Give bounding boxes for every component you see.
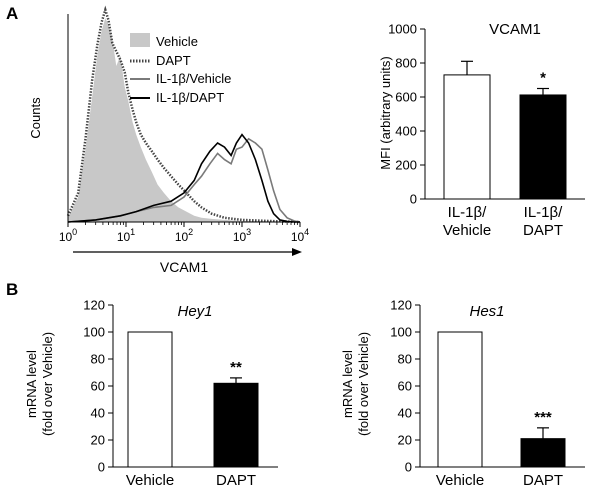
hey1-bar: [213, 382, 259, 468]
hey1-category-label: Vehicle: [126, 472, 174, 489]
hes1-y-tick-label: 20: [398, 433, 412, 448]
histogram-legend: Vehicle DAPT IL-1β/Vehicle IL-1β/DAPT: [130, 33, 231, 105]
vcam1-y-tick-label: 200: [395, 158, 417, 173]
vcam1-y-tick-label: 0: [410, 192, 417, 207]
histogram-x-tick-label: 101: [117, 227, 135, 244]
histogram-x-tick-label: 100: [59, 227, 77, 244]
hey1-y-tick-label: 80: [91, 352, 105, 367]
histogram-series-dapt: [66, 5, 301, 224]
hes1-y-tick-label: 120: [390, 298, 412, 313]
histogram-x-tick-label: 103: [233, 227, 251, 244]
panel-label-a: A: [6, 4, 18, 23]
hes1-y-tick-label: 60: [398, 379, 412, 394]
vcam1-y-label: MFI (arbitrary units): [378, 56, 393, 169]
histogram-x-tick-label: 104: [291, 227, 309, 244]
vcam1-title: VCAM1: [489, 21, 541, 38]
legend-label-il1b-vehicle: IL-1β/Vehicle: [156, 71, 231, 86]
hey1-y-tick-label: 40: [91, 406, 105, 421]
vcam1-bar: [519, 94, 567, 200]
histogram-series-vehicle: [68, 18, 300, 223]
panel-label-b: B: [6, 280, 18, 299]
hey1-y-tick-label: 20: [91, 433, 105, 448]
hes1-y-tick-label: 0: [405, 460, 412, 475]
hes1-chart: Hes1 mRNA level (fold over Vehicle) 0 20 4…: [340, 298, 585, 489]
hey1-y-tick-label: 0: [98, 460, 105, 475]
hes1-y-label-line1: mRNA level: [340, 350, 355, 418]
hes1-significance: ***: [534, 409, 552, 426]
vcam1-significance: *: [540, 70, 546, 87]
hey1-y-tick-label: 100: [83, 325, 105, 340]
histogram-x-tick-label: 102: [175, 227, 193, 244]
hey1-y-tick-label: 120: [83, 298, 105, 313]
vcam1-category-label: DAPT: [523, 222, 563, 239]
hes1-category-label: Vehicle: [436, 472, 484, 489]
histogram-y-label: Counts: [28, 97, 43, 139]
hes1-title: Hes1: [469, 303, 504, 320]
hey1-y-label-line1: mRNA level: [24, 350, 39, 418]
histogram-plot-area: [66, 5, 301, 224]
vcam1-y-tick-label: 1000: [388, 22, 417, 37]
vcam1-category-label: IL-1β/: [448, 204, 487, 221]
vcam1-category-label: IL-1β/: [524, 204, 563, 221]
hey1-y-tick-label: 60: [91, 379, 105, 394]
histogram-series-il-1-vehicle: [67, 137, 301, 223]
vcam1-category-label: Vehicle: [443, 222, 491, 239]
histogram-chart: 100 101 102 103 104 Counts VCAM1 Vehicle DAP…: [28, 5, 309, 275]
histogram-arrow-head: [292, 248, 302, 256]
hey1-chart: Hey1 mRNA level (fold over Vehicle) 0 20 4…: [24, 298, 278, 489]
legend-label-vehicle: Vehicle: [156, 34, 198, 49]
hes1-bar: [520, 438, 566, 468]
histogram-x-ticks: 100 101 102 103 104: [59, 222, 309, 244]
hes1-y-tick-label: 40: [398, 406, 412, 421]
hey1-title: Hey1: [177, 303, 212, 320]
histogram-x-label: VCAM1: [160, 259, 208, 275]
hey1-bar: [127, 331, 173, 468]
hes1-bar: [437, 331, 483, 468]
legend-swatch-vehicle: [130, 33, 150, 47]
hey1-category-label: DAPT: [216, 472, 256, 489]
hes1-y-label-line2: (fold over Vehicle): [356, 332, 371, 436]
hes1-y-tick-label: 80: [398, 352, 412, 367]
vcam1-y-tick-label: 600: [395, 90, 417, 105]
histogram-series-il-1-dapt: [67, 133, 300, 223]
legend-label-il1b-dapt: IL-1β/DAPT: [156, 90, 224, 105]
legend-label-dapt: DAPT: [156, 53, 191, 68]
hey1-significance: **: [230, 359, 242, 376]
vcam1-chart: VCAM1 MFI (arbitrary units) 0 200 400 600 80…: [378, 21, 585, 239]
hes1-category-label: DAPT: [523, 472, 563, 489]
vcam1-bar: [443, 74, 491, 200]
hey1-y-label-line2: (fold over Vehicle): [40, 332, 55, 436]
hes1-y-tick-label: 100: [390, 325, 412, 340]
vcam1-y-tick-label: 800: [395, 56, 417, 71]
vcam1-y-tick-label: 400: [395, 124, 417, 139]
